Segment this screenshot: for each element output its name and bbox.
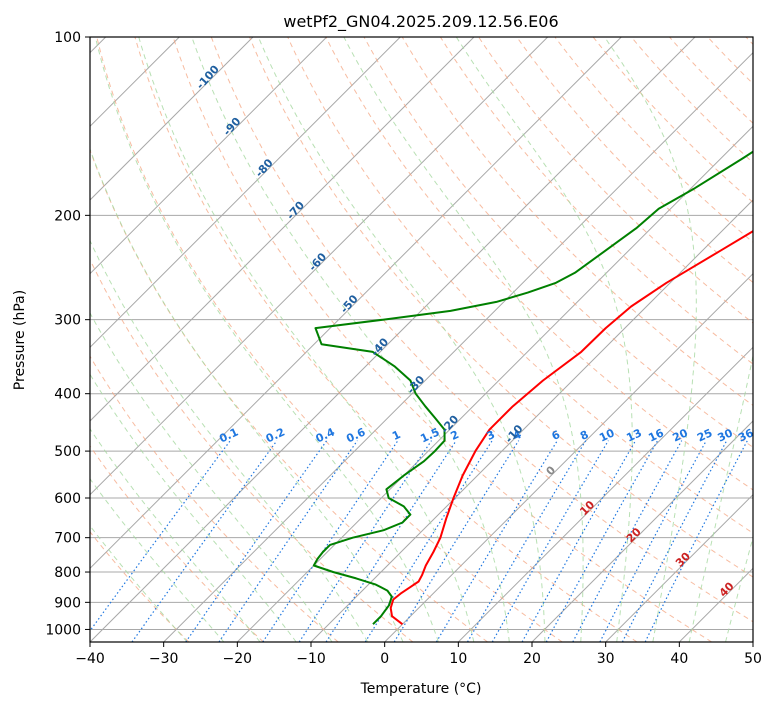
dry-adiabat-line bbox=[96, 37, 563, 642]
x-tick-label: 10 bbox=[449, 651, 467, 667]
mixing-ratio-line bbox=[185, 440, 328, 642]
x-tick-label: 40 bbox=[670, 651, 688, 667]
moist-adiabat-line bbox=[90, 427, 261, 642]
mixing-ratio-label: 10 bbox=[597, 426, 617, 444]
dry-adiabat-line bbox=[439, 37, 753, 365]
isotherm-line bbox=[384, 272, 753, 642]
x-axis-title: Temperature (°C) bbox=[360, 681, 482, 697]
moist-adiabat-line bbox=[257, 37, 546, 642]
moist-adiabat-line bbox=[90, 477, 225, 642]
isotherm-line bbox=[310, 199, 753, 642]
dry-adiabat-line bbox=[249, 37, 753, 578]
isotherm-line bbox=[90, 37, 328, 275]
isotherm-line bbox=[90, 37, 254, 201]
mixing-ratio-line bbox=[90, 440, 231, 632]
isotherm-line bbox=[457, 346, 753, 642]
y-tick-label: 400 bbox=[54, 387, 81, 403]
dewpoint-profile-line bbox=[312, 150, 753, 625]
mixing-ratio-line bbox=[435, 440, 558, 642]
x-tick-label: 30 bbox=[597, 651, 615, 667]
dry-adiabat-line bbox=[90, 258, 414, 642]
mixing-ratio-label: 20 bbox=[671, 426, 691, 444]
isotherm-line bbox=[90, 37, 401, 349]
isotherm-line bbox=[163, 51, 753, 642]
moist-adiabat-line bbox=[90, 239, 369, 642]
temperature-profile-line bbox=[389, 230, 753, 625]
y-tick-label: 800 bbox=[54, 565, 81, 581]
isotherm-line bbox=[531, 420, 753, 642]
x-tick-label: −10 bbox=[296, 651, 326, 667]
mixing-ratio-line bbox=[466, 440, 587, 642]
dry-adiabat-line bbox=[401, 37, 753, 406]
dry-adiabat-line bbox=[325, 37, 753, 491]
dry-adiabat-line bbox=[210, 37, 753, 623]
isotherm-line bbox=[90, 37, 549, 496]
isotherm-line bbox=[90, 37, 696, 642]
mixing-ratio-line bbox=[262, 440, 399, 642]
moist-adiabat-line bbox=[90, 524, 188, 642]
dry-adiabat-line bbox=[516, 37, 753, 284]
x-tick-label: −20 bbox=[223, 651, 253, 667]
profile-lines bbox=[312, 150, 753, 625]
x-tick-label: 50 bbox=[744, 651, 762, 667]
axis-ticks: −40 −30 −20 −10 0 10 20 30 40 50 100 200 300 400 500 60… bbox=[45, 30, 762, 667]
plot-frame bbox=[89, 36, 754, 643]
mixing-ratio-line bbox=[599, 440, 707, 642]
mixing-ratio-line bbox=[131, 440, 278, 642]
y-tick-label: 600 bbox=[54, 491, 81, 507]
x-tick-label: −30 bbox=[149, 651, 179, 667]
mixing-ratio-line bbox=[644, 440, 748, 642]
mixing-ratio-label: 30 bbox=[716, 426, 736, 444]
mixing-ratio-label: 13 bbox=[624, 426, 643, 444]
moist-adiabat-line bbox=[343, 37, 584, 642]
y-tick-label: 900 bbox=[54, 595, 81, 611]
background-lines bbox=[90, 37, 753, 642]
x-tick-label: 20 bbox=[523, 651, 541, 667]
y-tick-label: 100 bbox=[54, 30, 81, 46]
chart-title: wetPf2_GN04.2025.209.12.56.E06 bbox=[283, 12, 558, 32]
y-tick-label: 300 bbox=[54, 313, 81, 329]
y-tick-label: 500 bbox=[54, 444, 81, 460]
mixing-ratio-line bbox=[621, 440, 728, 642]
isotherm-line bbox=[90, 37, 475, 422]
isotherm-line bbox=[605, 493, 753, 642]
isotherm-line bbox=[236, 125, 753, 642]
dry-adiabat-line bbox=[287, 37, 753, 534]
x-tick-label: −40 bbox=[75, 651, 105, 667]
moist-adiabat-line bbox=[90, 373, 297, 642]
moist-adiabat-line bbox=[604, 37, 697, 642]
y-tick-label: 200 bbox=[54, 208, 81, 224]
y-tick-label: 700 bbox=[54, 531, 81, 547]
mixing-ratio-line bbox=[491, 440, 609, 642]
moist-adiabat-line bbox=[94, 37, 439, 642]
mixing-ratio-line bbox=[218, 440, 358, 642]
mixing-ratio-line bbox=[521, 440, 637, 642]
dry-adiabat-line bbox=[90, 531, 190, 642]
dry-adiabat-line bbox=[363, 37, 753, 448]
mixing-ratio-label: 36 bbox=[736, 426, 756, 444]
mixing-ratio-line bbox=[393, 440, 520, 642]
y-tick-label: 1000 bbox=[45, 622, 81, 638]
moist-adiabat-line bbox=[90, 147, 404, 642]
dry-adiabat-line bbox=[592, 37, 753, 203]
y-axis-title: Pressure (hPa) bbox=[12, 290, 28, 390]
mixing-ratio-line bbox=[298, 440, 432, 642]
x-tick-label: 0 bbox=[380, 651, 389, 667]
mixing-ratio-label: 16 bbox=[646, 426, 666, 444]
dry-adiabat-line bbox=[554, 37, 753, 243]
dry-adiabat-line bbox=[90, 355, 339, 642]
mixing-ratio-label: 25 bbox=[695, 426, 714, 444]
dry-adiabat-line bbox=[134, 37, 638, 642]
moist-adiabat-line bbox=[138, 37, 475, 642]
